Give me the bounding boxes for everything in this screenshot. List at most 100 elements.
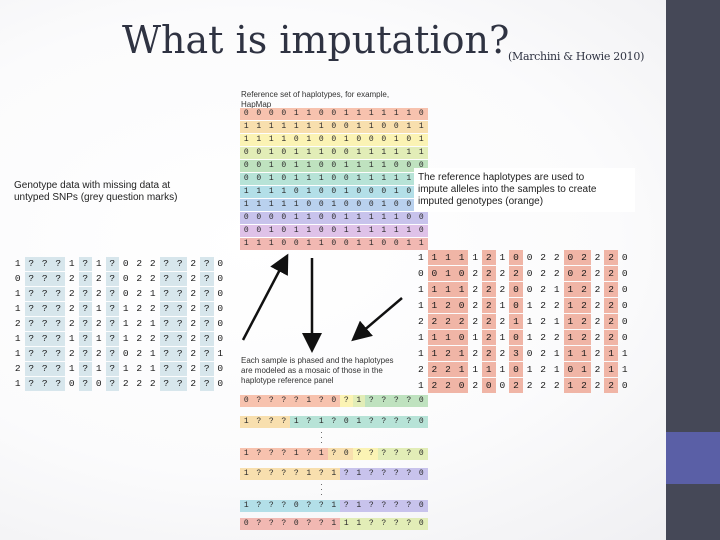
- reference-haplotype-cell: 0: [277, 108, 290, 120]
- genotype-cell: ?: [24, 257, 38, 271]
- reference-haplotype-cell: 1: [340, 225, 353, 237]
- genotype-cell: 1: [68, 333, 75, 344]
- imputed-genotype-cell: 2: [594, 268, 601, 279]
- genotype-cell: 1: [95, 363, 102, 374]
- reference-haplotype-cell: 1: [240, 134, 253, 146]
- reference-haplotype-cell: 0: [365, 134, 378, 146]
- imputed-genotype-cell: 0: [563, 250, 578, 265]
- reference-haplotype-cell: 1: [415, 238, 428, 250]
- imputed-genotype-cell: 1: [454, 250, 469, 265]
- mosaic-haplotype-cell: ?: [277, 518, 290, 530]
- imputed-genotype-cell: 2: [417, 316, 424, 327]
- reference-haplotype-cell: 0: [302, 199, 315, 211]
- mosaic-haplotype-cell: 1: [315, 448, 328, 460]
- reference-haplotype-cell: 0: [277, 147, 290, 159]
- imputed-genotype-cell: 0: [621, 332, 628, 343]
- imputed-genotype-cell: 2: [540, 252, 546, 263]
- genotype-cell: 0: [217, 318, 224, 329]
- reference-haplotype-cell: 1: [340, 212, 353, 224]
- reference-haplotype-cell: 1: [302, 147, 315, 159]
- genotype-cell: ?: [159, 317, 173, 331]
- imputed-genotype-cell: 0: [621, 284, 628, 295]
- reference-haplotype-cell: 1: [290, 147, 303, 159]
- mosaic-haplotype-cell: 0: [340, 416, 353, 428]
- reference-haplotype-cell: 0: [340, 147, 353, 159]
- genotype-cell: 1: [14, 348, 21, 359]
- genotype-cell: ?: [38, 257, 52, 271]
- imputed-genotype-cell: 2: [427, 362, 442, 377]
- imputed-genotype-cell: 1: [441, 250, 455, 265]
- mosaic-haplotype-cell: ?: [252, 500, 265, 512]
- genotype-cell: ?: [38, 287, 52, 301]
- genotype-cell: ?: [78, 257, 92, 271]
- reference-haplotype-cell: 0: [340, 238, 353, 250]
- genotype-cell: ?: [78, 377, 92, 391]
- genotype-cell: ?: [159, 287, 173, 301]
- imputed-genotype-cell: 1: [499, 300, 506, 311]
- imputed-genotype-cell: 2: [577, 314, 591, 329]
- imputation-label-line-2: impute alleles into the samples to creat…: [418, 184, 597, 195]
- mosaic-haplotype-cell: 1: [327, 518, 340, 530]
- imputed-genotype-cell: 2: [553, 332, 560, 343]
- reference-haplotype-cell: 0: [327, 147, 340, 159]
- imputed-genotype-cell: 2: [481, 314, 496, 329]
- mosaic-haplotype-cell: 1: [302, 395, 315, 407]
- genotype-cell: 2: [149, 333, 156, 344]
- imputed-genotype-cell: 2: [553, 268, 560, 279]
- mosaic-haplotype-cell: 1: [240, 500, 253, 512]
- genotype-cell: ?: [38, 302, 52, 316]
- reference-haplotype-cell: 0: [377, 121, 390, 133]
- genotype-cell: 2: [14, 318, 21, 329]
- imputed-genotype-cell: 2: [540, 316, 546, 327]
- genotype-row: 1??? 2? 2? 0 2 1?? 2? 0: [11, 287, 227, 301]
- reference-haplotype-cell: 1: [377, 225, 390, 237]
- mosaic-haplotype-cell: ?: [390, 468, 403, 480]
- reference-haplotype-cell: 0: [277, 173, 290, 185]
- reference-haplotype-cell: 1: [415, 147, 428, 159]
- reference-haplotype-cell: 1: [415, 121, 428, 133]
- mosaic-haplotype-cell: ?: [402, 448, 415, 460]
- genotype-cell: 1: [217, 348, 224, 359]
- imputed-genotype-cell: 1: [417, 380, 424, 391]
- imputed-genotype-cell: 1: [427, 298, 442, 313]
- imputed-genotype-cell: 2: [454, 314, 469, 329]
- reference-haplotype-cell: 1: [277, 186, 290, 198]
- genotype-cell: ?: [51, 287, 65, 301]
- imputed-genotype-cell: 0: [621, 268, 628, 279]
- imputed-genotype-cell: 2: [427, 314, 442, 329]
- genotype-cell: ?: [159, 362, 173, 376]
- genotype-cell: 2: [149, 258, 156, 269]
- genotype-cell: 2: [14, 363, 21, 374]
- imputed-genotype-cell: 1: [526, 316, 533, 327]
- imputed-genotype-cell: 2: [604, 314, 618, 329]
- mosaic-haplotype-cell: 1: [302, 468, 315, 480]
- genotype-cell: ?: [24, 377, 38, 391]
- mosaic-haplotype-cell: ?: [277, 500, 290, 512]
- imputed-genotype-cell: 2: [472, 380, 479, 391]
- mosaic-haplotype-cell: ?: [265, 416, 278, 428]
- imputed-genotype-cell: 2: [499, 316, 506, 327]
- mosaic-haplotype-cell: ?: [365, 468, 378, 480]
- reference-haplotype-cell: 1: [402, 108, 415, 120]
- genotype-cell: 0: [217, 333, 224, 344]
- imputed-genotype-cell: 1: [417, 332, 424, 343]
- imputed-genotype-cell: 2: [540, 284, 546, 295]
- reference-haplotype-cell: 1: [252, 238, 265, 250]
- reference-haplotype-cell: 0: [415, 212, 428, 224]
- reference-haplotype-cell: 1: [377, 147, 390, 159]
- imputed-genotype-cell: 1: [526, 332, 533, 343]
- imputed-genotype-cell: 1: [553, 364, 560, 375]
- reference-haplotype-cell: 1: [265, 121, 278, 133]
- mosaic-haplotype-cell: 0: [415, 468, 428, 480]
- imputed-genotype-cell: 1: [454, 282, 469, 297]
- mosaic-haplotype-cell: ?: [265, 395, 278, 407]
- genotype-cell: 2: [68, 348, 75, 359]
- genotype-cell: ?: [51, 347, 65, 361]
- mosaic-haplotype-cell: 0: [415, 500, 428, 512]
- reference-haplotype-cell: 1: [302, 225, 315, 237]
